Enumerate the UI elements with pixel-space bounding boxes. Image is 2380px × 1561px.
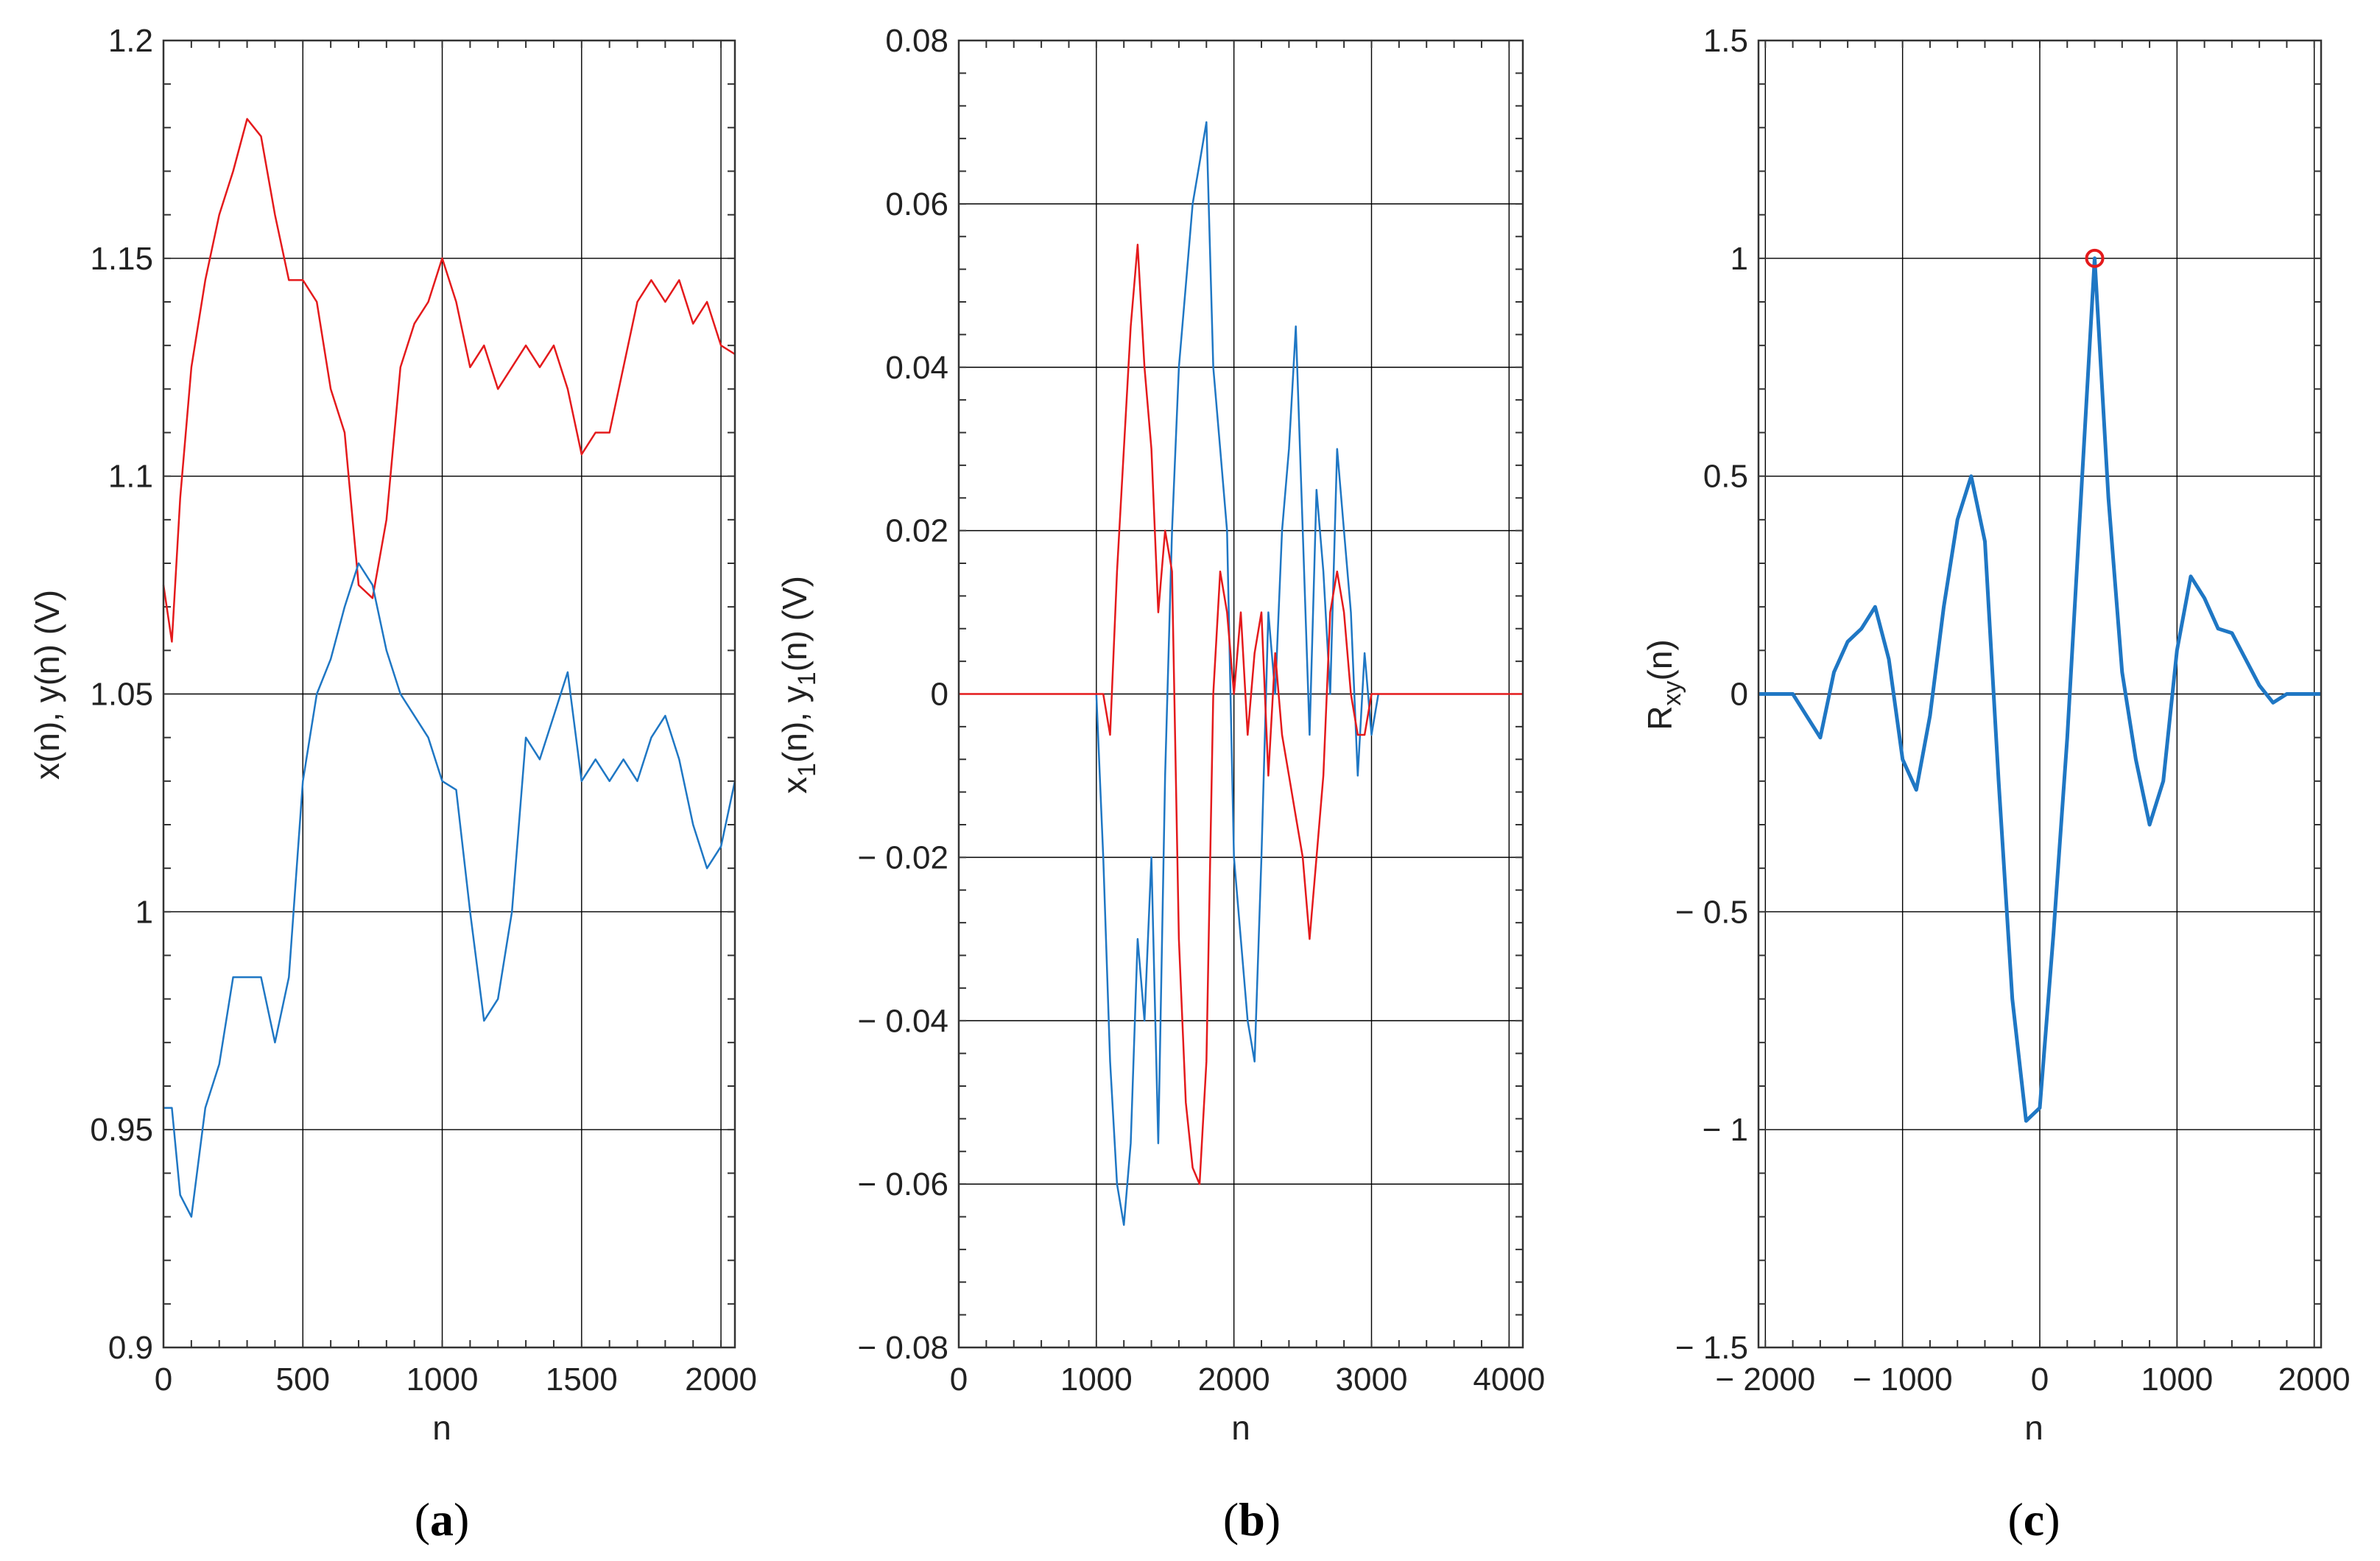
panel-b-ytick-label-8: 0.08 [885,23,948,59]
panel-b-xtick-label-1: 1000 [1060,1361,1133,1398]
panel-c-caption-close: ) [2044,1493,2060,1546]
panel-b-ylabel-end: (n) (V) [775,576,814,672]
panel-c-ylabel-r: R [1641,706,1679,730]
panel-c-caption-letter: c [2024,1493,2044,1546]
panel-b-ytick-label-0: − 0.08 [857,1330,948,1366]
panel-c-ylabel: Rxy(n) [1641,639,1686,730]
panel-a-ytick-label-0: 0.9 [108,1330,153,1366]
panel-a-series-1-line [163,562,736,1218]
panel-a-ytick-label-2: 1 [135,894,153,930]
panel-b-series-1-line [959,244,1523,1185]
panel-c-caption-open: ( [2007,1493,2023,1546]
panel-b-xtick-label-0: 0 [950,1361,968,1398]
panel-a-ytick-label-3: 1.05 [90,677,153,713]
panel-c: − 2000 − 1000 0 1000 2000 − 1.5 − 1 − 0.5 0 0.5 1 1… [1675,23,2351,1398]
panel-c-ylabel-end: (n) [1641,639,1679,680]
panel-b-caption: (b) [1223,1493,1281,1546]
panel-c-xlabel: n [2024,1409,2043,1447]
panel-c-caption: (c) [2007,1493,2060,1546]
panel-c-xtick-label-4: 2000 [2278,1361,2351,1398]
panel-c-ylabel-sub: xy [1658,681,1686,706]
panel-a-caption-open: ( [415,1493,430,1546]
panel-b-ytick-label-3: − 0.02 [857,839,948,875]
panel-b-ytick-label-5: 0.02 [885,513,948,549]
panel-c-ytick-label-2: − 0.5 [1675,894,1748,930]
panel-a-caption-letter: a [430,1493,454,1546]
panel-a-ytick-label-4: 1.1 [108,459,153,495]
panel-b-ylabel-sub1: 1 [793,763,821,777]
panel-b-series-0-line [1095,121,1380,1226]
panel-b-caption-close: ) [1265,1493,1281,1546]
panel-a-xtick-label-4: 2000 [685,1361,757,1398]
panel-b-caption-open: ( [1223,1493,1239,1546]
panel-c-peak-marker [2085,248,2105,268]
panel-a-ytick-label-1: 0.95 [90,1112,153,1148]
panel-a-xtick-label-0: 0 [155,1361,172,1398]
panel-b-xlabel: n [1231,1409,1250,1447]
panel-a-ylabel: x(n), y(n) (V) [28,590,66,780]
panel-c-ytick-label-5: 1 [1731,241,1748,277]
panel-c-xtick-label-3: 1000 [2141,1361,2213,1398]
panel-b-ytick-label-1: − 0.06 [857,1166,948,1202]
panel-c-series-0-line [1758,256,2321,1123]
panel-b-caption-letter: b [1239,1493,1265,1546]
panel-b-ylabel-x: x [775,777,814,794]
panel-b-ylabel-sub2: 1 [793,672,821,686]
panel-c-xtick-label-1: − 1000 [1853,1361,1953,1398]
panel-a-xtick-label-3: 1500 [546,1361,618,1398]
panel-b-xtick-label-4: 4000 [1473,1361,1545,1398]
panel-c-ytick-label-0: − 1.5 [1675,1330,1748,1366]
panel-a-caption: (a) [415,1493,470,1546]
panel-a-caption-close: ) [454,1493,469,1546]
panel-c-ytick-label-1: − 1 [1703,1112,1748,1148]
panel-b-ylabel-mid: (n), y [775,686,814,763]
panel-a-frame [162,39,736,1349]
panel-c-ytick-label-3: 0 [1731,677,1748,713]
panel-b-frame [957,39,1524,1349]
panel-c-frame [1757,39,2323,1349]
panel-a-xlabel: n [432,1409,451,1447]
panel-b: 0 1000 2000 3000 4000 − 0.08 − 0.06 − 0.04 − 0.0… [857,23,1545,1398]
panel-c-ytick-label-4: 0.5 [1703,459,1748,495]
panel-b-ylabel: x1(n), y1(n) (V) [775,576,821,794]
panel-a-xtick-label-1: 500 [276,1361,330,1398]
panel-b-xtick-label-3: 3000 [1336,1361,1408,1398]
panel-a-xtick-label-2: 1000 [406,1361,479,1398]
panel-a-ytick-label-6: 1.2 [108,23,153,59]
panel-b-ytick-label-2: − 0.04 [857,1003,948,1039]
panel-c-xtick-label-0: − 2000 [1715,1361,1815,1398]
panel-a: 0 500 1000 1500 2000 0.9 0.95 1 1.05 1.1 1.15 1.2 [90,23,757,1398]
panel-a-ytick-label-5: 1.15 [90,241,153,277]
panel-c-xtick-label-2: 0 [2031,1361,2049,1398]
panel-b-xtick-label-2: 2000 [1198,1361,1270,1398]
panel-b-ytick-label-7: 0.06 [885,186,948,222]
panel-b-ytick-label-6: 0.04 [885,350,948,386]
panel-c-ytick-label-6: 1.5 [1703,23,1748,59]
panel-a-series-0-line [162,118,736,643]
panel-b-ytick-label-4: 0 [931,677,948,713]
